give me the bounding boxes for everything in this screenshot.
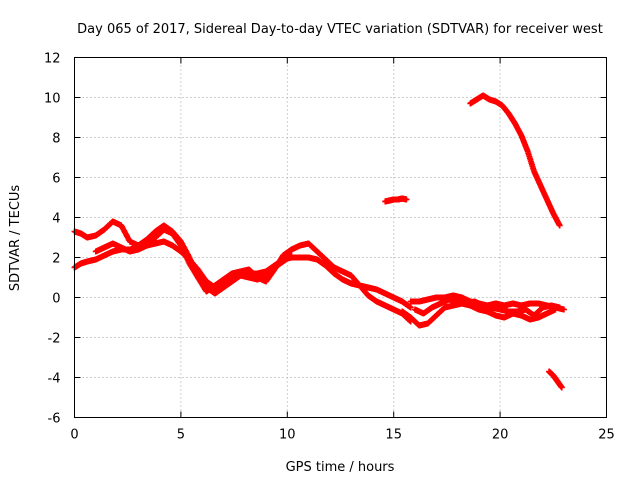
data-point (558, 384, 565, 391)
y-tick-label: -2 (48, 332, 61, 347)
x-tick-label: 25 (598, 428, 615, 443)
series-track-e (399, 300, 559, 329)
plot-frame (74, 57, 607, 418)
data-point (560, 306, 567, 313)
x-tick-label: 15 (385, 428, 402, 443)
y-tick-label: 6 (52, 172, 60, 187)
data-point (556, 304, 563, 311)
series-track-g (467, 92, 563, 229)
series-track-f (411, 296, 563, 319)
y-axis-label: SDTVAR / TECUs (8, 185, 23, 292)
y-tick-label: 4 (52, 212, 60, 227)
y-tick-label: 2 (52, 252, 60, 267)
series-track-b (71, 218, 414, 325)
axis-ticks: 0 5 10 15 20 25 -6 -4 -2 0 2 4 6 8 10 12 (44, 52, 615, 443)
data-point (407, 304, 414, 311)
y-tick-label: 12 (44, 52, 61, 67)
y-tick-label: -6 (48, 412, 61, 427)
data-series (71, 92, 567, 391)
x-axis-label: GPS time / hours (286, 460, 395, 475)
y-tick-label: 10 (44, 92, 61, 107)
series-track-i (546, 368, 565, 391)
grid (74, 57, 607, 418)
x-tick-label: 20 (492, 428, 509, 443)
data-point (288, 252, 295, 259)
data-point (403, 196, 410, 203)
y-tick-label: 8 (52, 132, 60, 147)
y-tick-label: 0 (52, 292, 60, 307)
x-tick-label: 10 (279, 428, 296, 443)
series-track-h (382, 195, 410, 205)
chart-title: Day 065 of 2017, Sidereal Day-to-day VTE… (77, 22, 603, 37)
x-tick-label: 5 (177, 428, 185, 443)
series-track-c (92, 226, 295, 297)
x-tick-label: 0 (70, 428, 78, 443)
y-tick-label: -4 (48, 372, 61, 387)
data-point (556, 222, 563, 229)
